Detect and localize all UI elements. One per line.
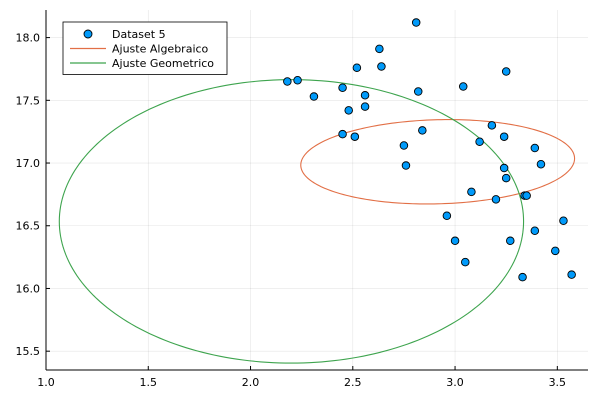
data-point xyxy=(491,195,501,204)
data-point xyxy=(461,257,470,267)
data-point xyxy=(530,143,540,153)
data-point xyxy=(413,87,423,96)
legend-label-0: Dataset 5 xyxy=(112,28,166,41)
x-tick-label: 1.5 xyxy=(140,376,158,389)
series-line-2 xyxy=(58,79,525,364)
data-point xyxy=(352,63,362,72)
data-point xyxy=(458,82,468,91)
data-point xyxy=(309,92,319,101)
legend-marker-0 xyxy=(83,29,93,39)
data-point xyxy=(530,226,540,236)
data-point xyxy=(567,270,576,279)
data-point xyxy=(344,106,353,115)
data-point xyxy=(506,236,515,246)
series-line-1 xyxy=(300,119,576,205)
x-tick-label: 3.5 xyxy=(549,376,567,389)
y-tick-label: 15.5 xyxy=(16,345,41,358)
data-point xyxy=(475,137,484,146)
data-point xyxy=(411,18,421,27)
y-tick-label: 16.0 xyxy=(16,282,41,295)
data-point xyxy=(418,126,427,135)
data-point xyxy=(487,121,497,130)
y-tick-label: 16.5 xyxy=(16,220,41,233)
data-point xyxy=(360,91,370,100)
data-point xyxy=(559,216,568,225)
x-tick-label: 2.0 xyxy=(242,376,260,389)
x-tick-label: 1.0 xyxy=(37,376,55,389)
legend-label-2: Ajuste Geometrico xyxy=(112,57,214,70)
axes: 1.0 1.5 2.0 2.5 3.0 3.5 15.5 16.0 16.5 17.0 17.5 18… xyxy=(16,10,588,389)
data-point xyxy=(338,129,347,139)
data-point xyxy=(399,141,409,150)
data-point xyxy=(360,102,370,111)
data-point xyxy=(450,236,460,246)
data-point xyxy=(536,160,546,169)
data-point xyxy=(467,187,476,197)
data-point xyxy=(283,77,292,86)
data-point xyxy=(375,44,384,54)
data-point xyxy=(293,75,302,85)
data-point xyxy=(377,62,386,71)
data-point xyxy=(501,173,511,183)
x-tick-label: 3.0 xyxy=(446,376,464,389)
legend-label-1: Ajuste Algebraico xyxy=(112,43,209,56)
data-point xyxy=(501,67,511,76)
data-point xyxy=(499,132,509,141)
data-point xyxy=(401,161,411,170)
data-point xyxy=(551,246,560,256)
data-point xyxy=(338,83,347,93)
y-tick-label: 17.5 xyxy=(16,94,41,107)
y-tick-label: 17.0 xyxy=(16,157,41,170)
data-point xyxy=(518,272,527,282)
data-point xyxy=(350,132,360,141)
y-tick-label: 18.0 xyxy=(16,32,41,45)
x-tick-label: 2.5 xyxy=(344,376,362,389)
data-point xyxy=(442,211,452,220)
data-point xyxy=(499,163,509,173)
data-point xyxy=(522,191,531,200)
plot-area xyxy=(58,18,576,364)
